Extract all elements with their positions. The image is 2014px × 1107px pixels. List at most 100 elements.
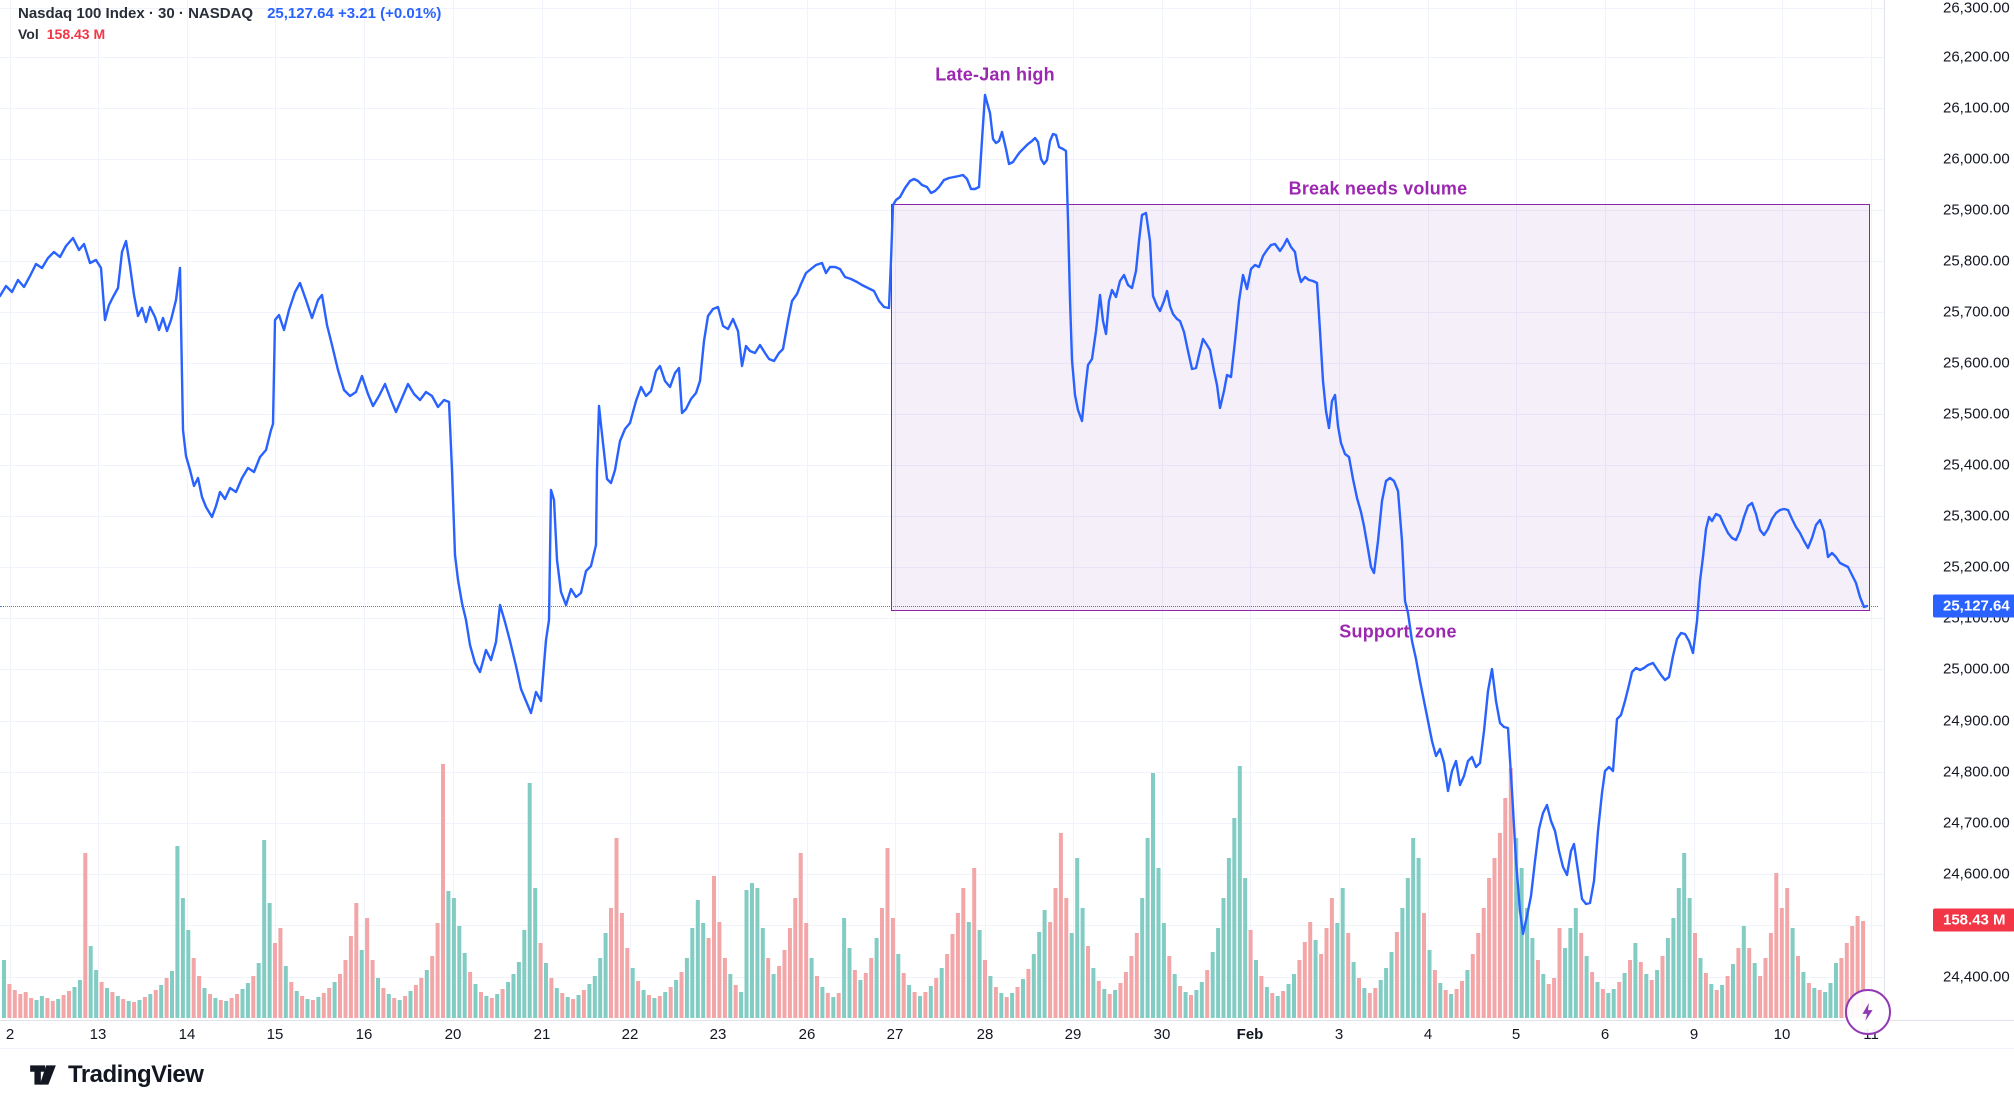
axis-underline (0, 1048, 2014, 1049)
gridline (0, 159, 1884, 160)
gridline (364, 0, 365, 1020)
volume-bars (2, 764, 1866, 1018)
gridline (0, 721, 1884, 722)
late-jan-high-label[interactable]: Late-Jan high (935, 64, 1055, 85)
gridline (0, 261, 1884, 262)
time-axis-label: 26 (798, 1026, 816, 1043)
gridline (0, 57, 1884, 58)
gridline (0, 108, 1884, 109)
gridline (1250, 0, 1251, 1020)
price-axis-label: 25,600.00 (1943, 354, 2010, 372)
price-axis-label: 25,900.00 (1943, 201, 2010, 219)
gridline (0, 516, 1884, 517)
tradingview-logo[interactable]: TradingView (28, 1060, 204, 1090)
time-axis-label: 10 (1773, 1026, 1791, 1043)
price-axis-label: 25,000.00 (1943, 660, 2010, 678)
gridline (807, 0, 808, 1020)
time-axis-label: 20 (444, 1026, 462, 1043)
time-axis-label: 27 (886, 1026, 904, 1043)
price-axis-label: 24,900.00 (1943, 712, 2010, 730)
price-axis-label: 24,700.00 (1943, 814, 2010, 832)
vol-label: Vol (18, 26, 39, 42)
volume-value-tag: 158.43 M (1933, 908, 2014, 932)
tradingview-logo-icon (30, 1065, 56, 1085)
gridline (0, 823, 1884, 824)
flash-button[interactable] (1845, 989, 1891, 1035)
gridline (1605, 0, 1606, 1020)
price-axis-label: 26,200.00 (1943, 48, 2010, 66)
price-axis-label: 25,700.00 (1943, 303, 2010, 321)
gridline (0, 669, 1884, 670)
price-axis-label: 26,300.00 (1943, 0, 2010, 17)
gridline (1162, 0, 1163, 1020)
current-price-dotted-line (0, 606, 1878, 607)
price-volume-canvas[interactable] (0, 0, 1884, 1020)
price-axis-label: 25,400.00 (1943, 456, 2010, 474)
gridline (0, 772, 1884, 773)
gridline (1073, 0, 1074, 1020)
support-zone-label[interactable]: Support zone (1339, 621, 1457, 642)
gridline (0, 925, 1884, 926)
gridline (0, 210, 1884, 211)
gridline (1694, 0, 1695, 1020)
price-scale[interactable]: 26,300.00 26,200.00 26,100.00 26,000.00 25,9… (1884, 0, 2014, 1020)
gridline (0, 874, 1884, 875)
gridline (10, 0, 11, 1020)
gridline (0, 414, 1884, 415)
time-axis-label: 29 (1064, 1026, 1082, 1043)
rectangle-drawing[interactable] (891, 204, 1870, 611)
gridline (275, 0, 276, 1020)
price-axis-label: 24,800.00 (1943, 763, 2010, 781)
time-axis-label: 21 (533, 1026, 551, 1043)
time-scale[interactable]: 213141516202122232627282930Feb345691011 (0, 1020, 2014, 1049)
time-axis-label: 2 (5, 1026, 15, 1043)
price-axis-label: 24,600.00 (1943, 865, 2010, 883)
break-needs-volume-label[interactable]: Break needs volume (1288, 178, 1468, 199)
price-axis-label: 26,100.00 (1943, 99, 2010, 117)
gridline (542, 0, 543, 1020)
symbol-title-row[interactable]: Nasdaq 100 Index · 30 · NASDAQ 25,127.64 … (18, 3, 441, 24)
time-axis-label: 22 (621, 1026, 639, 1043)
gridline (0, 363, 1884, 364)
time-axis-label: 3 (1334, 1026, 1344, 1043)
gridline (1871, 0, 1872, 1020)
price-axis-label: 25,800.00 (1943, 252, 2010, 270)
time-axis-label: 5 (1511, 1026, 1521, 1043)
volume-row[interactable]: Vol 158.43 M (18, 24, 441, 45)
time-axis-label: 9 (1689, 1026, 1699, 1043)
last-price-and-change: 25,127.64 +3.21 (+0.01%) (267, 5, 442, 22)
price-axis-label: 26,000.00 (1943, 150, 2010, 168)
gridline (187, 0, 188, 1020)
price-line (0, 93, 1869, 936)
gridline (0, 618, 1884, 619)
gridline (1516, 0, 1517, 1020)
vol-value: 158.43 M (46, 26, 106, 42)
time-axis-label: 23 (709, 1026, 727, 1043)
chart-legend[interactable]: Nasdaq 100 Index · 30 · NASDAQ 25,127.64 … (18, 3, 441, 45)
last-price-tag: 25,127.64 (1933, 594, 2014, 618)
price-axis-label: 25,300.00 (1943, 507, 2010, 525)
time-axis-label: 16 (355, 1026, 373, 1043)
gridline (0, 465, 1884, 466)
lightning-icon (1862, 1002, 1873, 1022)
gridline (630, 0, 631, 1020)
price-axis-label: 25,500.00 (1943, 405, 2010, 423)
gridline (98, 0, 99, 1020)
price-axis-label: 24,400.00 (1943, 968, 2010, 986)
time-axis-label: 6 (1600, 1026, 1610, 1043)
chart-pane[interactable]: Late-Jan high Break needs volume Support z… (0, 0, 1884, 1020)
gridline (0, 8, 1884, 9)
gridline (0, 312, 1884, 313)
price-axis-label: 25,200.00 (1943, 558, 2010, 576)
gridline (1339, 0, 1340, 1020)
tradingview-logo-text: TradingView (68, 1061, 204, 1088)
time-axis-label: 15 (266, 1026, 284, 1043)
time-axis-label: 13 (89, 1026, 107, 1043)
time-axis-label: 30 (1153, 1026, 1171, 1043)
time-axis-label: 28 (976, 1026, 994, 1043)
symbol-title[interactable]: Nasdaq 100 Index · 30 · NASDAQ (18, 5, 254, 22)
time-axis-label: 14 (178, 1026, 196, 1043)
gridline (718, 0, 719, 1020)
gridline (895, 0, 896, 1020)
